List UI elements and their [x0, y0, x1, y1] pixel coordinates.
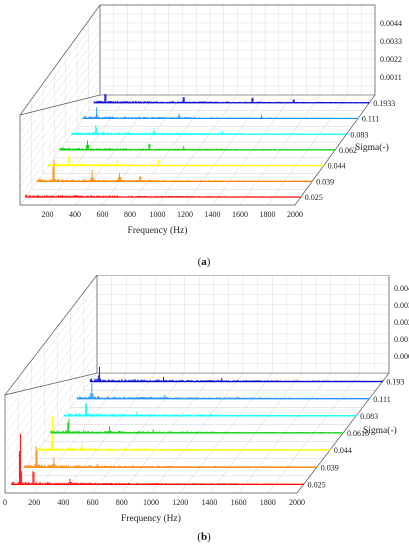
panel-caption: (b): [197, 531, 211, 543]
sigma-tick-label: 0.111: [362, 115, 379, 124]
series-line-2: [24, 446, 318, 468]
y-tick-label: 0.0011: [380, 73, 402, 82]
chart-panel-a: 0.0044 0.0033 0.0022 0.0011 0.025 0.039 0.044 0…: [19, 4, 402, 268]
series-line-7: [89, 367, 383, 383]
x-tick-label: 1400: [201, 498, 217, 507]
x-tick-label: 0: [3, 498, 7, 507]
series-line-6: [82, 107, 359, 120]
x-tick-label: 200: [42, 210, 54, 219]
x-axis-label: Frequency (Hz): [128, 225, 188, 236]
x-axis-label: Frequency (Hz): [121, 513, 181, 524]
x-tick-label: 1000: [150, 210, 166, 219]
x-tick-label: 2000: [289, 498, 305, 507]
x-tick-label: 1800: [260, 498, 276, 507]
x-tick-label: 200: [28, 498, 40, 507]
sigma-tick-label: 0.111: [373, 395, 390, 404]
sigma-tick-label: 0.0616: [347, 429, 369, 438]
series-group: [11, 367, 383, 485]
sigma-tick-label: 0.044: [328, 162, 346, 171]
sigma-tick-label: 0.1933: [373, 99, 395, 108]
x-tick-label: 1200: [172, 498, 188, 507]
y-tick-label: 0.0036: [394, 301, 409, 310]
y-tick-label: 0.0022: [380, 55, 402, 64]
y-tick-label: 0.0033: [380, 37, 402, 46]
x-tick-label: 400: [69, 210, 81, 219]
grid-lines: [19, 4, 376, 206]
z-axis-label: Sigma(-): [355, 142, 389, 153]
sigma-tick-label: 0.193: [386, 378, 404, 387]
series-line-3: [48, 155, 325, 167]
series-line-4: [59, 140, 336, 151]
chart-frame: [19, 4, 376, 206]
series-line-6: [76, 383, 370, 400]
x-tick-label: 1800: [260, 210, 276, 219]
sigma-tick-label: 0.025: [308, 480, 326, 489]
sigma-tick-label: 0.025: [305, 193, 323, 202]
x-tick-label: 1600: [232, 210, 248, 219]
x-tick-label: 2000: [287, 210, 303, 219]
series-line-1: [11, 433, 305, 485]
series-line-5: [63, 402, 357, 417]
sigma-tick-label: 0.039: [321, 463, 339, 472]
x-tick-label: 1200: [177, 210, 193, 219]
sigma-tick-label: 0.083: [360, 412, 378, 421]
x-tick-label: 1400: [205, 210, 221, 219]
sigma-tick-label: 0.083: [350, 130, 368, 139]
x-tick-label: 400: [57, 498, 69, 507]
grid-lines: [4, 275, 390, 494]
series-line-2: [36, 159, 313, 182]
x-tick-label: 600: [87, 498, 99, 507]
z-axis-label: Sigma(-): [363, 425, 397, 436]
panel-caption: (a): [198, 256, 211, 268]
series-line-4: [50, 418, 344, 434]
sigma-tick-label: 0.039: [316, 177, 334, 186]
waterfall-chart-a: 0.0044 0.0033 0.0022 0.0011 0.025 0.039 0.044 0…: [19, 4, 402, 268]
series-line-7: [93, 94, 370, 104]
x-tick-label: 800: [116, 498, 128, 507]
sigma-tick-label: 0.062: [339, 146, 357, 155]
y-tick-label: 0.0045: [394, 284, 409, 293]
x-tick-label: 800: [124, 210, 136, 219]
y-tick-label: 0.0009: [394, 352, 409, 361]
sigma-tick-label: 0.044: [334, 446, 352, 455]
x-tick-label: 1000: [143, 498, 159, 507]
y-tick-label: 0.0027: [394, 318, 409, 327]
x-tick-label: 1600: [231, 498, 247, 507]
y-tick-label: 0.0044: [380, 19, 402, 28]
chart-frame: [4, 275, 390, 494]
x-tick-label: 600: [97, 210, 109, 219]
